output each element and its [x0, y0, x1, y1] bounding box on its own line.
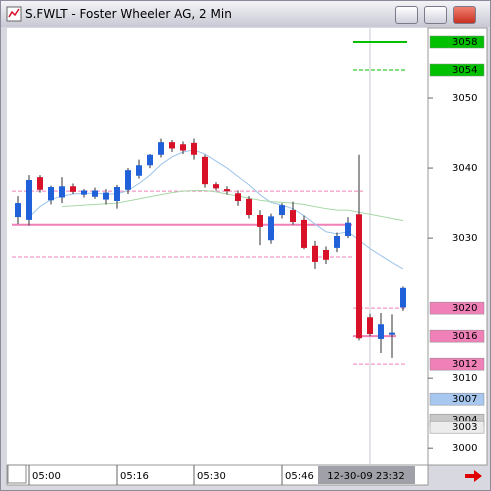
candle-body — [213, 184, 219, 189]
candle-body — [70, 186, 76, 192]
app-icon — [6, 6, 22, 22]
price-tag-label: 3016 — [452, 331, 477, 342]
price-tag — [429, 392, 485, 406]
candle-body — [180, 144, 186, 151]
window-title: S.FWLT - Foster Wheeler AG, 2 Min — [25, 7, 232, 21]
cursor-label: 12-30-09 23:32 — [327, 471, 404, 482]
candle-body — [389, 332, 395, 335]
price-tag — [429, 329, 485, 343]
y-tick-label: 3030 — [452, 233, 477, 244]
candle-body — [268, 216, 274, 241]
price-tag — [429, 357, 485, 371]
candle-body — [92, 190, 98, 197]
candle-body — [400, 287, 406, 308]
candle-body — [37, 177, 43, 190]
candle-body — [367, 317, 373, 335]
price-tag — [429, 420, 485, 434]
price-tag-label: 3058 — [452, 37, 477, 48]
candle-body — [26, 179, 32, 220]
candle-body — [345, 222, 351, 236]
cursor-label-box — [318, 466, 415, 484]
candle-body — [356, 214, 362, 339]
candle-body — [103, 192, 109, 200]
y-tick-label: 3010 — [452, 373, 477, 384]
x-tick-label: 05:30 — [197, 471, 226, 482]
x-tick-label: 05:46 — [285, 471, 314, 482]
candle-body — [114, 186, 120, 201]
x-tick-label: 05:16 — [120, 471, 149, 482]
price-tag-label: 3054 — [452, 65, 477, 76]
candle-body — [257, 214, 263, 227]
candle-body — [235, 193, 241, 201]
candle-body — [290, 210, 296, 222]
candle-body — [158, 142, 164, 155]
price-tag-label: 3012 — [452, 359, 477, 370]
candle-body — [169, 142, 175, 149]
title-bar: S.FWLT - Foster Wheeler AG, 2 Min — [1, 1, 490, 27]
plot-area — [7, 28, 428, 465]
candle-body — [136, 165, 142, 176]
candle-body — [224, 189, 230, 192]
price-tag — [429, 35, 485, 49]
candle-body — [59, 186, 65, 198]
candle-body — [147, 154, 153, 166]
candle-body — [81, 190, 87, 195]
candle-body — [334, 235, 340, 248]
candle-body — [378, 324, 384, 339]
price-tag-label: 3004 — [452, 415, 477, 426]
close-button[interactable] — [453, 6, 476, 24]
price-tag — [429, 63, 485, 77]
moving-average — [28, 149, 404, 270]
y-tick-label: 3040 — [452, 163, 477, 174]
candle-body — [125, 170, 131, 190]
candle-body — [279, 205, 285, 215]
candle-body — [202, 156, 208, 185]
price-tag — [429, 301, 485, 315]
corner-box[interactable] — [7, 464, 27, 484]
candle-body — [15, 203, 21, 218]
maximize-button[interactable] — [424, 6, 447, 24]
candle-body — [246, 198, 252, 215]
x-tick-label: 05:00 — [32, 471, 61, 482]
price-tag-label: 3020 — [452, 303, 477, 314]
moving-average — [61, 189, 404, 222]
candle-body — [191, 142, 197, 155]
candle-body — [323, 250, 329, 260]
price-axis — [427, 27, 488, 466]
y-tick-label: 3000 — [452, 443, 477, 454]
minimize-button[interactable] — [395, 6, 418, 24]
candle-body — [312, 245, 318, 262]
price-tag-label: 3003 — [452, 422, 477, 433]
y-tick-label: 3050 — [452, 93, 477, 104]
price-tag-label: 3007 — [452, 394, 477, 405]
candle-body — [301, 219, 307, 248]
scroll-arrow[interactable] — [465, 470, 482, 482]
candle-body — [48, 186, 54, 201]
